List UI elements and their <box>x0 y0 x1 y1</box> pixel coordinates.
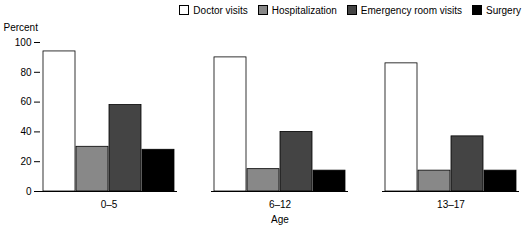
svg-text:40: 40 <box>20 126 32 137</box>
html-text:Emergency room visits: Emergency room visits <box>360 4 462 16</box>
svg-text:20: 20 <box>20 156 32 167</box>
svg-text:0–5: 0–5 <box>101 199 118 210</box>
svg-text:0: 0 <box>26 186 32 197</box>
html-text:Hospitalization: Hospitalization <box>271 4 337 16</box>
html-text:Doctor visits: Doctor visits <box>193 4 248 16</box>
svg-text:80: 80 <box>20 67 32 78</box>
svg-text:13–17: 13–17 <box>437 199 465 210</box>
svg-text:60: 60 <box>20 96 32 107</box>
svg-text:100: 100 <box>15 37 32 48</box>
html-text:Surgery: Surgery <box>486 4 521 16</box>
svg-text:Percent: Percent <box>4 22 39 33</box>
svg-text:6–12: 6–12 <box>269 199 292 210</box>
svg-text:Age: Age <box>271 214 289 225</box>
